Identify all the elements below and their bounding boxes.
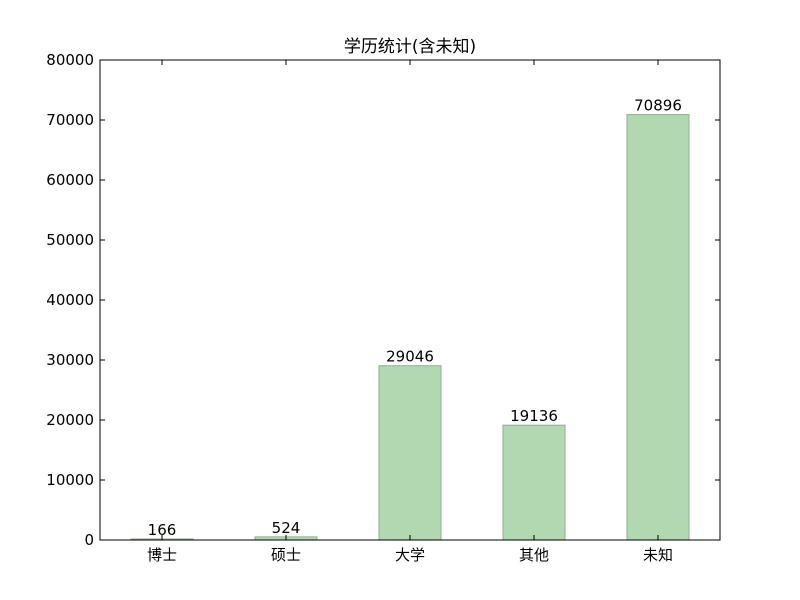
y-tick-label-0: 0: [84, 531, 94, 549]
x-tick-label-1: 硕士: [271, 546, 301, 564]
x-tick-label-2: 大学: [395, 546, 425, 564]
chart-title: 学历统计(含未知): [344, 37, 476, 57]
value-label-2: 29046: [386, 348, 434, 366]
value-label-1: 524: [272, 519, 301, 537]
value-label-3: 19136: [510, 407, 558, 425]
value-label-4: 70896: [634, 97, 682, 115]
y-tick-label-5: 50000: [46, 231, 94, 249]
x-axis: 博士 硕士 大学 其他 未知: [147, 60, 673, 564]
y-tick-label-8: 80000: [46, 51, 94, 69]
value-label-0: 166: [148, 521, 177, 539]
x-tick-label-0: 博士: [147, 546, 177, 564]
y-axis: 0 10000 20000 30000 40000 50000 60000 70000 8000…: [46, 51, 720, 549]
y-tick-label-2: 20000: [46, 411, 94, 429]
y-tick-label-3: 30000: [46, 351, 94, 369]
y-tick-label-6: 60000: [46, 171, 94, 189]
bar-3: [502, 424, 566, 541]
y-tick-label-7: 70000: [46, 111, 94, 129]
y-tick-label-1: 10000: [46, 471, 94, 489]
bar-2: [378, 365, 442, 541]
y-tick-label-4: 40000: [46, 291, 94, 309]
bars-group: [130, 114, 690, 541]
value-labels-group: 166 524 29046 19136 70896: [148, 97, 682, 539]
x-tick-label-3: 其他: [519, 546, 549, 564]
x-tick-label-4: 未知: [643, 546, 673, 564]
bar-4: [626, 114, 690, 541]
